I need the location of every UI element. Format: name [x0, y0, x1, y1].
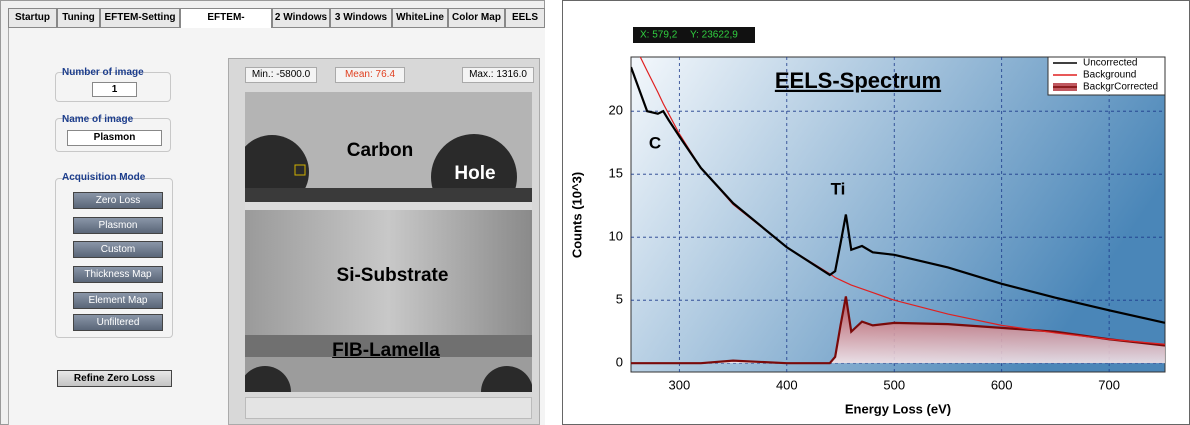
tab[interactable]: EFTEM-Acquisition: [180, 8, 272, 28]
y-tick-label: 10: [609, 229, 623, 244]
mode-button[interactable]: Element Map: [73, 292, 163, 309]
tab[interactable]: EFTEM-Setting: [100, 8, 180, 28]
tab[interactable]: EELS: [505, 8, 545, 28]
x-tick-label: 700: [1098, 377, 1120, 392]
image-label: Carbon: [330, 140, 430, 162]
text-input[interactable]: Plasmon: [67, 130, 162, 146]
image-label: Si-Substrate: [320, 265, 465, 287]
min-label: Min.: -5800.0: [245, 67, 317, 83]
legend-label: Background: [1083, 70, 1136, 81]
image-label: Hole: [440, 163, 510, 185]
annotation: C: [649, 133, 661, 152]
status-bar: [245, 397, 532, 419]
max-label: Max.: 1316.0: [462, 67, 534, 83]
image-label: FIB-Lamella: [316, 340, 456, 362]
y-axis-label: Counts (10^3): [569, 172, 584, 258]
mode-button[interactable]: Custom: [73, 241, 163, 258]
mode-button[interactable]: Thickness Map: [73, 266, 163, 283]
cursor-readout: X: 579,2: [640, 30, 678, 41]
group-label: Number of image: [62, 67, 144, 78]
x-tick-label: 300: [668, 377, 690, 392]
x-tick-label: 500: [883, 377, 905, 392]
mean-label: Mean: 76.4: [335, 67, 405, 83]
legend-label: Uncorrected: [1083, 58, 1137, 69]
tab[interactable]: 3 Windows: [330, 8, 392, 28]
y-tick-label: 5: [616, 292, 623, 307]
spinner[interactable]: 1: [92, 82, 137, 97]
tab[interactable]: Tuning: [57, 8, 100, 28]
cursor-readout: Y: 23622,9: [690, 30, 738, 41]
tab[interactable]: Color Map: [448, 8, 505, 28]
group-label: Acquisition Mode: [62, 172, 145, 183]
y-tick-label: 20: [609, 103, 623, 118]
x-axis-label: Energy Loss (eV): [845, 401, 951, 416]
mode-button[interactable]: Unfiltered: [73, 314, 163, 331]
tab[interactable]: 2 Windows: [272, 8, 330, 28]
chart: X: 579,2 Y: 23622,9 EELS-Spectrum C Ti E…: [560, 0, 1190, 425]
mode-button[interactable]: Zero Loss: [73, 192, 163, 209]
y-tick-label: 0: [616, 355, 623, 370]
y-tick-label: 15: [609, 166, 623, 181]
tab[interactable]: Startup: [8, 8, 57, 28]
tab[interactable]: WhiteLine: [392, 8, 448, 28]
chart-title: EELS-Spectrum: [775, 68, 941, 93]
refine-button[interactable]: Refine Zero Loss: [57, 370, 172, 387]
x-tick-label: 400: [776, 377, 798, 392]
legend-label: BackgrCorrected: [1083, 82, 1158, 93]
page: StartupTuningEFTEM-SettingEFTEM-Acquisit…: [0, 0, 1190, 425]
x-tick-label: 600: [991, 377, 1013, 392]
annotation: Ti: [831, 179, 846, 198]
group-label: Name of image: [62, 114, 133, 125]
mode-button[interactable]: Plasmon: [73, 217, 163, 234]
